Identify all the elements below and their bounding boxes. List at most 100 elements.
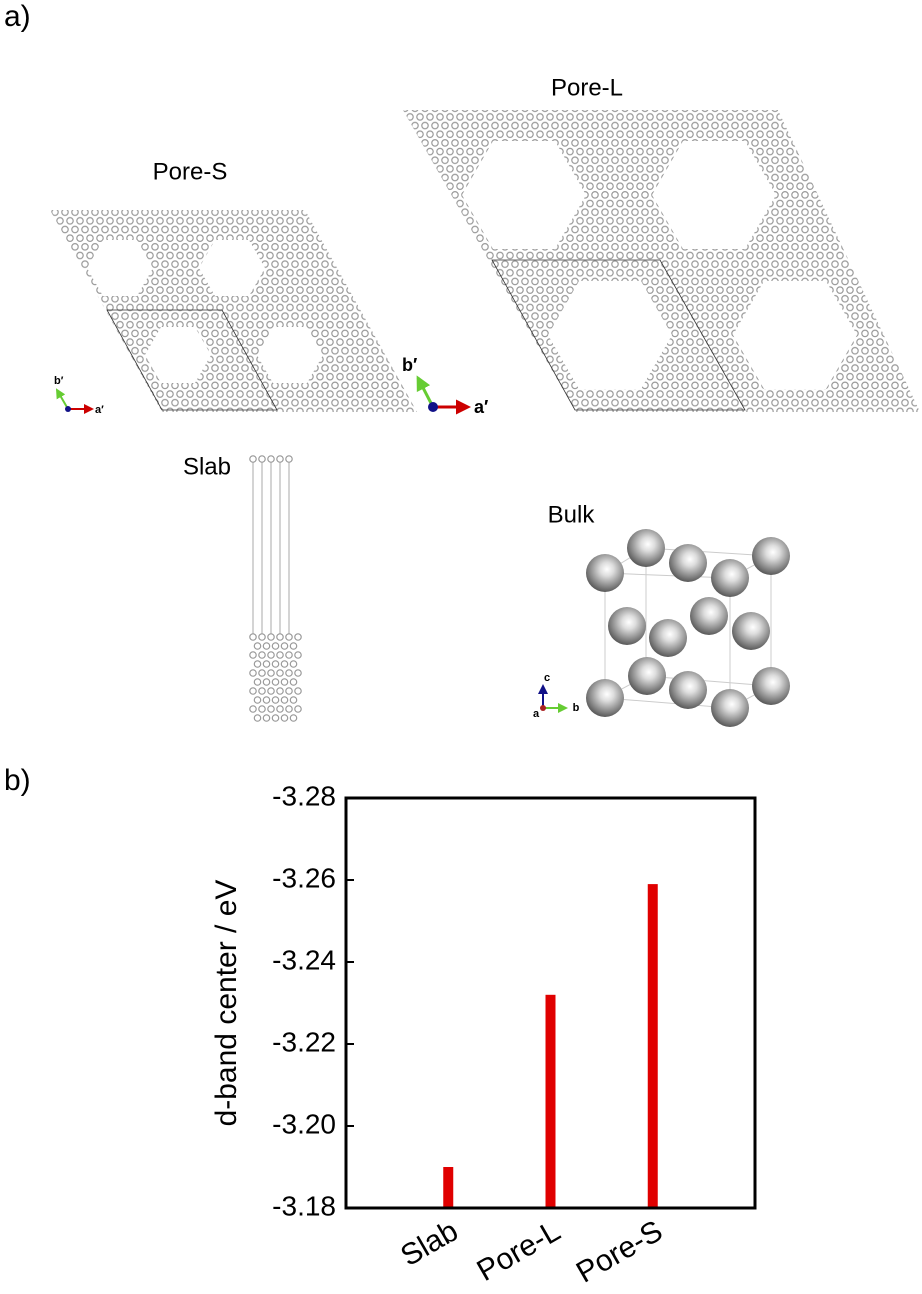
atom bbox=[258, 633, 266, 641]
y-tick-label: -3.22 bbox=[272, 1026, 336, 1057]
y-tick-label: -3.28 bbox=[272, 780, 336, 811]
axis-origin bbox=[428, 402, 438, 412]
atom bbox=[262, 660, 271, 668]
atom bbox=[258, 651, 266, 659]
atom bbox=[294, 705, 302, 713]
atom bbox=[294, 633, 302, 641]
atom bbox=[253, 660, 262, 668]
x-tick-label: Pore-S bbox=[571, 1214, 668, 1289]
atom bbox=[253, 678, 262, 686]
atom bbox=[280, 714, 289, 722]
axis-label: a bbox=[533, 708, 540, 720]
atom bbox=[711, 689, 749, 727]
pore bbox=[462, 141, 586, 249]
pore bbox=[87, 240, 153, 296]
atom bbox=[294, 651, 302, 659]
y-tick-label: -3.24 bbox=[272, 944, 336, 975]
atom bbox=[271, 714, 280, 722]
atom bbox=[294, 687, 302, 695]
atom bbox=[267, 669, 275, 677]
bulk-atoms bbox=[586, 529, 790, 727]
structure-label: Bulk bbox=[548, 501, 596, 528]
atom bbox=[690, 597, 728, 635]
structure-label: Pore-S bbox=[153, 158, 228, 185]
lattice bbox=[50, 210, 417, 412]
axis-arrow bbox=[55, 388, 69, 410]
atom bbox=[289, 642, 298, 650]
atom bbox=[289, 696, 298, 704]
atom bbox=[258, 705, 266, 713]
atom bbox=[280, 678, 289, 686]
atom bbox=[249, 687, 257, 695]
structure-label: Pore-L bbox=[551, 74, 623, 101]
atom bbox=[249, 633, 257, 641]
pore-l-lattice bbox=[403, 110, 920, 412]
axis-origin bbox=[540, 705, 546, 711]
axis-label: b′ bbox=[54, 375, 64, 387]
atom bbox=[267, 705, 275, 713]
atom bbox=[249, 455, 257, 463]
atom bbox=[669, 544, 707, 582]
pores bbox=[462, 141, 857, 389]
bar bbox=[545, 994, 556, 1208]
plot-frame bbox=[344, 796, 757, 1210]
atom bbox=[262, 696, 271, 704]
atom bbox=[253, 642, 262, 650]
atom bbox=[280, 660, 289, 668]
panel-label: b) bbox=[4, 764, 31, 797]
pore bbox=[733, 281, 857, 389]
atom bbox=[249, 669, 257, 677]
atom bbox=[289, 714, 298, 722]
atom bbox=[276, 705, 284, 713]
axis-label: a′ bbox=[95, 404, 104, 416]
atom bbox=[628, 657, 666, 695]
pores bbox=[87, 240, 323, 383]
atom bbox=[280, 642, 289, 650]
atom bbox=[276, 651, 284, 659]
axis-label: b′ bbox=[402, 355, 417, 375]
axis-label: a′ bbox=[474, 397, 488, 417]
atom bbox=[271, 642, 280, 650]
atom bbox=[586, 554, 624, 592]
atom bbox=[280, 696, 289, 704]
atom bbox=[258, 687, 266, 695]
atom bbox=[285, 455, 293, 463]
x-tick-label: Slab bbox=[395, 1214, 464, 1273]
atom bbox=[711, 559, 749, 597]
bar-chart: -3.18 -3.20 -3.22 -3.24 -3.26 -3.28 Slab Pore-L… bbox=[272, 780, 668, 1289]
pore bbox=[257, 327, 323, 383]
atom bbox=[627, 529, 665, 567]
atom bbox=[669, 671, 707, 709]
atom bbox=[258, 455, 266, 463]
atom bbox=[267, 455, 275, 463]
atom bbox=[258, 669, 266, 677]
pore bbox=[652, 141, 776, 249]
y-axis-label: d-band center / eV bbox=[210, 880, 243, 1127]
bar bbox=[443, 1167, 454, 1208]
axis-origin bbox=[65, 406, 71, 412]
y-tick-label: -3.18 bbox=[272, 1190, 336, 1221]
atom bbox=[285, 633, 293, 641]
atom bbox=[276, 633, 284, 641]
atom bbox=[262, 714, 271, 722]
pore-s-lattice bbox=[50, 210, 417, 412]
slab-structure bbox=[249, 455, 302, 722]
atom bbox=[752, 537, 790, 575]
atom bbox=[649, 619, 687, 657]
atom bbox=[294, 669, 302, 677]
pore bbox=[145, 327, 211, 383]
atom bbox=[285, 705, 293, 713]
panel-label: a) bbox=[4, 0, 31, 33]
atom bbox=[271, 696, 280, 704]
atom bbox=[249, 705, 257, 713]
atom bbox=[289, 660, 298, 668]
y-tick-label: -3.26 bbox=[272, 862, 336, 893]
structure-label: Slab bbox=[183, 453, 231, 480]
atom bbox=[608, 607, 646, 645]
atom bbox=[285, 669, 293, 677]
atom bbox=[586, 679, 624, 717]
atom bbox=[752, 667, 790, 705]
atom bbox=[253, 714, 262, 722]
